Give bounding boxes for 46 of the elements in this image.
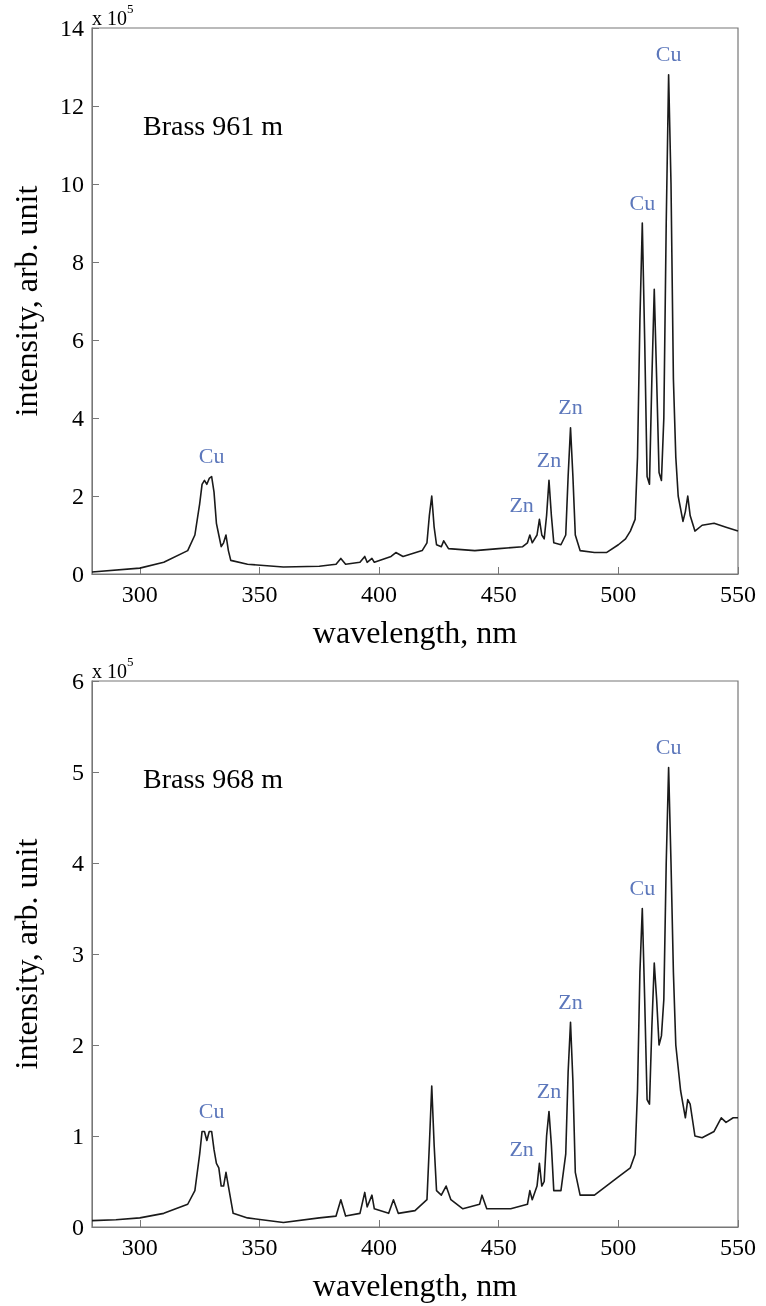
y-axis-title: intensity, arb. unit (8, 838, 44, 1070)
annotation: Cu (629, 875, 656, 900)
x-tick-label: 300 (121, 1234, 158, 1260)
x-tick-label: 350 (241, 581, 278, 607)
annotation: Cu (198, 1097, 225, 1123)
y-tick-label: 6 (72, 327, 84, 353)
x-axis-title: wavelength, nm (312, 614, 518, 650)
line-series (91, 766, 739, 1224)
y-tick-label: 0 (72, 1214, 84, 1240)
y-tick-label: 4 (72, 850, 84, 876)
annotation: Cu (655, 733, 682, 759)
text: Brass 961 m (143, 109, 284, 141)
y-tick-label: 2 (72, 1032, 84, 1058)
text: Brass 968 m (143, 762, 284, 794)
y-tick-label: 0 (72, 561, 84, 587)
y-tick-label: 4 (72, 405, 84, 431)
x-tick-label: 450 (480, 581, 517, 607)
y-tick-label: 1 (72, 1123, 84, 1149)
y-tick-label: 10 (60, 171, 84, 197)
x-tick-label: 550 (720, 1234, 756, 1260)
y-tick-label: 5 (72, 759, 84, 785)
annotation: Zn (509, 491, 534, 517)
y-axis-title: intensity, arb. unit (8, 185, 44, 417)
annotation: Zn (558, 394, 583, 420)
annotation: Zn (509, 1135, 534, 1161)
annotation: Cu (655, 41, 682, 67)
y-tick-label: 8 (72, 249, 84, 275)
y-tick-label: 12 (60, 93, 84, 119)
annotation: Zn (558, 988, 583, 1014)
annotation: Cu (629, 189, 656, 215)
y-tick-label: 2 (72, 483, 84, 509)
y-tick-label: 14 (60, 15, 84, 41)
x-tick-label: 350 (241, 1234, 278, 1260)
x-tick-label: 300 (121, 581, 158, 607)
x-tick-label: 500 (600, 581, 637, 607)
y-tick-label: 3 (72, 941, 84, 967)
annotation: Zn (536, 1077, 562, 1103)
annotation: Zn (536, 446, 562, 472)
x-tick-label: 550 (720, 581, 756, 607)
x-axis-title: wavelength, nm (312, 1267, 518, 1303)
x-tick-label: 400 (361, 581, 398, 607)
x-tick-label: 500 (600, 1234, 637, 1260)
annotation: Cu (198, 443, 225, 468)
x-tick-label: 400 (361, 1234, 398, 1260)
y-tick-label: 6 (72, 668, 84, 694)
x-tick-label: 450 (480, 1234, 517, 1260)
